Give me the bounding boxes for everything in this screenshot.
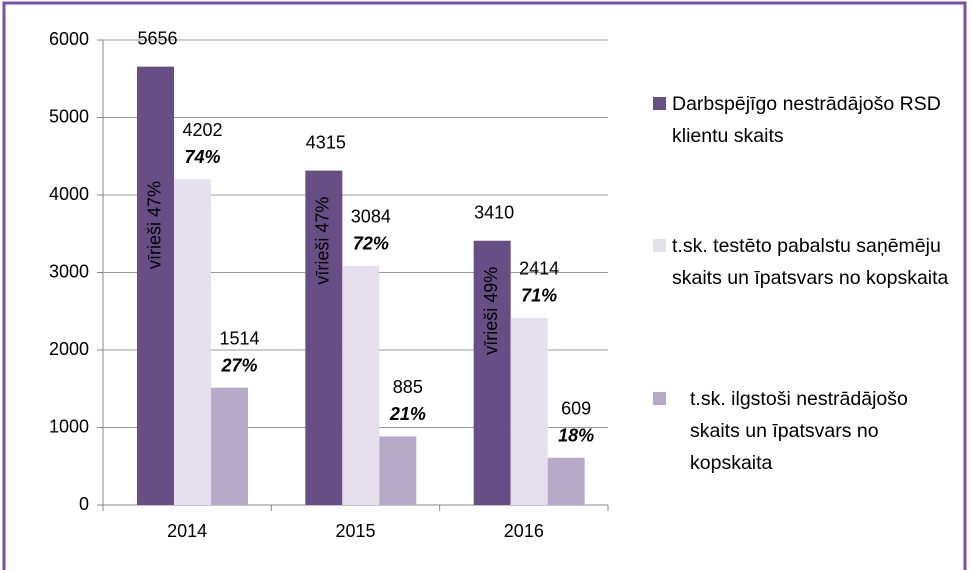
bar <box>342 265 380 505</box>
bar <box>211 387 248 505</box>
bar <box>547 457 585 505</box>
y-tick-label: 4000 <box>49 184 89 204</box>
value-label: 2414 <box>519 259 559 279</box>
value-label: 609 <box>561 399 591 419</box>
share-label: 72% <box>353 234 389 254</box>
value-label: 5656 <box>137 28 177 48</box>
y-tick-label: 3000 <box>49 261 89 281</box>
y-tick-label: 0 <box>79 494 89 514</box>
bar <box>137 66 174 505</box>
value-label: 4315 <box>306 132 346 152</box>
bar <box>379 436 417 505</box>
legend-swatch <box>653 239 666 252</box>
bar <box>305 170 343 505</box>
value-label: 885 <box>393 377 423 397</box>
bar <box>510 317 548 505</box>
value-label: 4202 <box>182 120 222 140</box>
y-tick-label: 2000 <box>49 339 89 359</box>
x-tick-label: 2014 <box>167 521 207 541</box>
x-tick-label: 2015 <box>335 521 375 541</box>
y-tick-label: 6000 <box>49 29 89 49</box>
value-label: 1514 <box>219 328 259 348</box>
y-tick-label: 5000 <box>49 106 89 126</box>
share-label: 74% <box>184 147 220 167</box>
share-label: 71% <box>521 286 557 306</box>
x-tick-label: 2016 <box>504 521 544 541</box>
legend-swatch <box>653 97 666 110</box>
share-label: 27% <box>220 355 257 375</box>
legend-label: t.sk. testēto pabalstu saņēmēju skaits u… <box>672 235 949 289</box>
share-label: 21% <box>389 404 426 424</box>
bar-label: vīrieši 47% <box>144 181 164 269</box>
value-label: 3084 <box>351 207 391 227</box>
legend-label: t.sk. ilgstoši nestrādājošo skaits un īp… <box>690 388 908 474</box>
bar-label: vīrieši 47% <box>313 197 333 285</box>
bar-label: vīrieši 49% <box>481 267 501 355</box>
bar <box>473 240 511 505</box>
legend-swatch <box>653 392 666 405</box>
share-label: 18% <box>558 426 594 446</box>
value-label: 3410 <box>474 202 514 222</box>
y-tick-label: 1000 <box>49 416 89 436</box>
bar <box>174 179 211 505</box>
legend-label: Darbspējīgo nestrādājošo RSD klientu ska… <box>672 93 941 147</box>
